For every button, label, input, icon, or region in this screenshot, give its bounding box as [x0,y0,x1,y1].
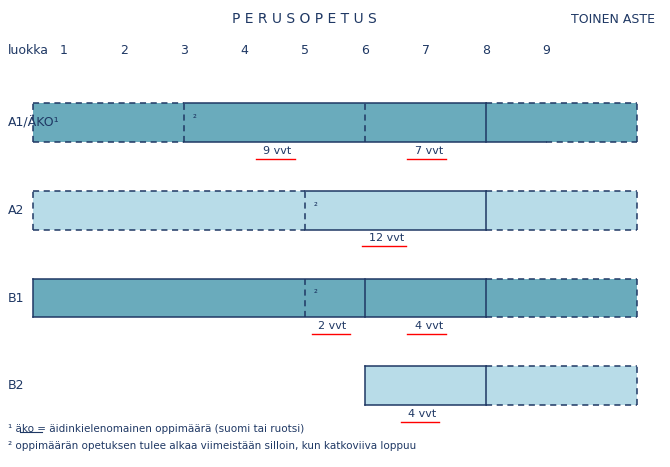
Text: 2 vvt: 2 vvt [318,321,346,331]
Text: 4 vvt: 4 vvt [415,321,443,331]
Text: ² oppimäärän opetuksen tulee alkaa viimeistään silloin, kun katkoviiva loppuu: ² oppimäärän opetuksen tulee alkaa viime… [7,441,416,451]
Bar [184,103,486,142]
Text: luokka: luokka [7,44,49,57]
Text: ²: ² [314,202,318,212]
Text: TOINEN ASTE: TOINEN ASTE [571,13,655,26]
Text: A2: A2 [7,204,24,217]
Text: P E R U S O P E T U S: P E R U S O P E T U S [232,13,377,27]
Bar [486,103,637,142]
Text: 4 vvt: 4 vvt [409,409,437,419]
Text: ²: ² [314,290,318,299]
Text: 7 vvt: 7 vvt [415,146,443,156]
Text: 4: 4 [241,44,249,57]
Bar [33,191,305,230]
Bar [33,279,486,318]
Bar [33,103,184,142]
Text: 1: 1 [59,44,67,57]
Text: ²: ² [193,114,197,124]
Bar [486,191,637,230]
Text: 6: 6 [361,44,369,57]
Bar [486,367,637,405]
Text: B2: B2 [7,379,24,392]
Text: A1/ÄKO¹: A1/ÄKO¹ [7,116,59,129]
Bar [486,279,637,318]
Text: 9 vvt: 9 vvt [263,146,291,156]
Text: ¹ äko = äidinkielenomainen oppimäärä (suomi tai ruotsi): ¹ äko = äidinkielenomainen oppimäärä (su… [7,424,304,434]
Text: 7: 7 [421,44,429,57]
Text: 9: 9 [543,44,550,57]
Text: 12 vvt: 12 vvt [369,234,404,243]
Text: 2: 2 [120,44,127,57]
Text: B1: B1 [7,291,24,304]
Text: 5: 5 [301,44,309,57]
Text: 8: 8 [482,44,490,57]
Bar [305,191,486,230]
Text: 3: 3 [180,44,188,57]
Bar [365,367,486,405]
